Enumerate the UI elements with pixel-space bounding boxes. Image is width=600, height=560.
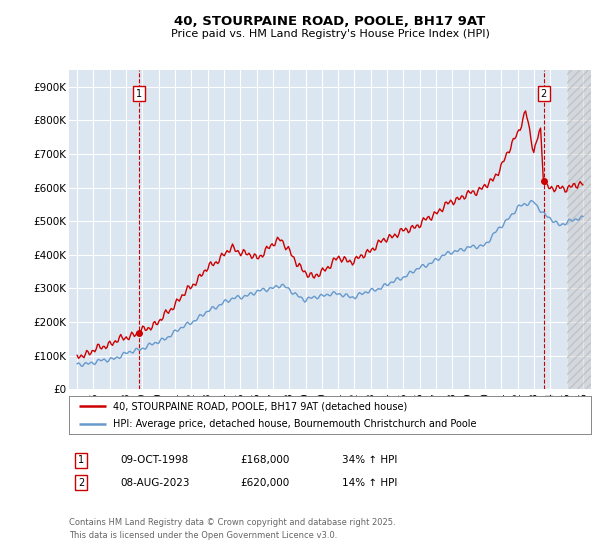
Text: 14% ↑ HPI: 14% ↑ HPI <box>342 478 397 488</box>
Text: Price paid vs. HM Land Registry's House Price Index (HPI): Price paid vs. HM Land Registry's House … <box>170 29 490 39</box>
Text: 40, STOURPAINE ROAD, POOLE, BH17 9AT: 40, STOURPAINE ROAD, POOLE, BH17 9AT <box>175 15 485 28</box>
Text: 40, STOURPAINE ROAD, POOLE, BH17 9AT (detached house): 40, STOURPAINE ROAD, POOLE, BH17 9AT (de… <box>113 401 407 411</box>
Text: 2: 2 <box>541 88 547 99</box>
Text: 08-AUG-2023: 08-AUG-2023 <box>120 478 190 488</box>
Text: 1: 1 <box>136 88 142 99</box>
Text: Contains HM Land Registry data © Crown copyright and database right 2025.
This d: Contains HM Land Registry data © Crown c… <box>69 519 395 540</box>
Text: 34% ↑ HPI: 34% ↑ HPI <box>342 455 397 465</box>
Text: 09-OCT-1998: 09-OCT-1998 <box>120 455 188 465</box>
Text: HPI: Average price, detached house, Bournemouth Christchurch and Poole: HPI: Average price, detached house, Bour… <box>113 419 477 429</box>
Text: £620,000: £620,000 <box>240 478 289 488</box>
Text: £168,000: £168,000 <box>240 455 289 465</box>
Text: 1: 1 <box>78 455 84 465</box>
Text: 2: 2 <box>78 478 84 488</box>
